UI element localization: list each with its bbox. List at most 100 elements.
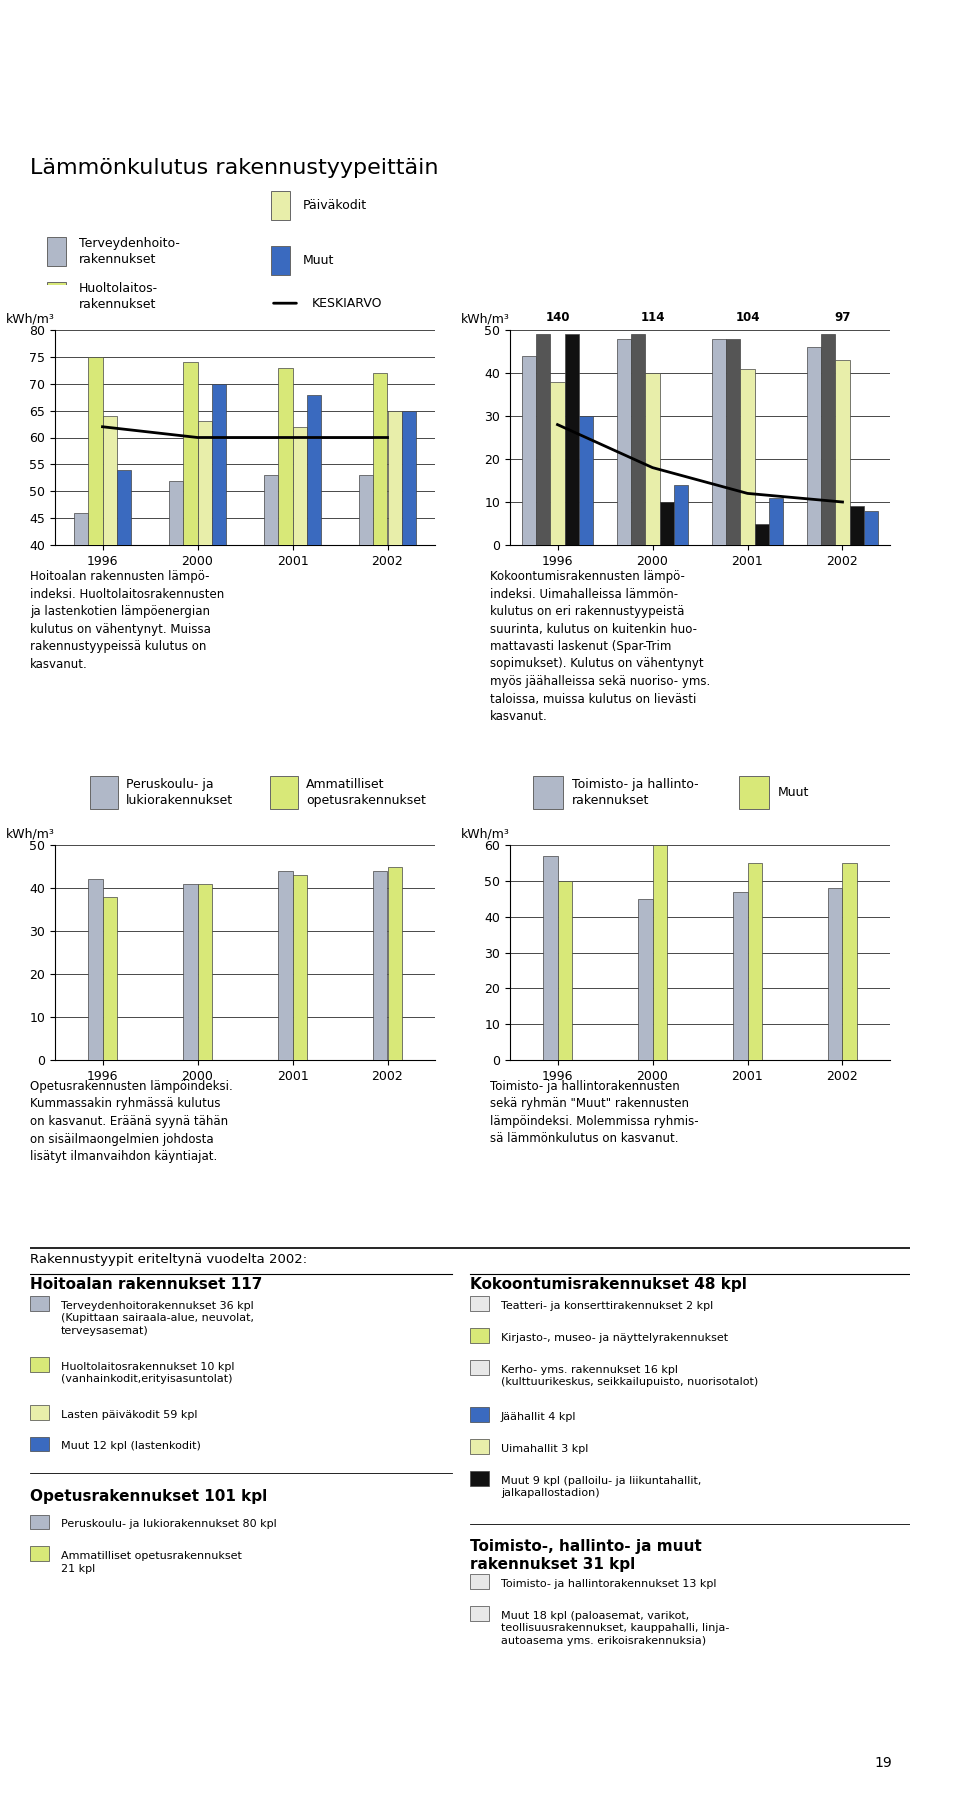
Bar <box>388 410 401 761</box>
Bar <box>850 506 864 546</box>
Bar <box>103 896 117 1061</box>
Bar <box>533 777 564 810</box>
Bar <box>470 1296 490 1312</box>
Text: Muut 9 kpl (palloilu- ja liikuntahallit,
jalkapallostadion): Muut 9 kpl (palloilu- ja liikuntahallit,… <box>501 1476 701 1498</box>
Bar <box>30 1404 49 1420</box>
Text: Muut 12 kpl (lastenkodit): Muut 12 kpl (lastenkodit) <box>60 1442 201 1451</box>
Text: Lasten päiväkodit 59 kpl: Lasten päiväkodit 59 kpl <box>60 1409 198 1420</box>
Bar <box>183 361 198 761</box>
Bar <box>270 777 298 810</box>
Bar <box>543 857 558 1061</box>
Text: 114: 114 <box>640 311 664 323</box>
Bar <box>653 846 667 1061</box>
Bar <box>470 1408 490 1422</box>
Bar <box>88 880 103 1061</box>
Text: Kerho- yms. rakennukset 16 kpl
(kulttuurikeskus, seikkailupuisto, nuorisotalot): Kerho- yms. rakennukset 16 kpl (kulttuur… <box>501 1364 758 1388</box>
Text: Kokoontumisrakennusten lämpö-
indeksi. Uimahalleissa lämmön-
kulutus on eri rake: Kokoontumisrakennusten lämpö- indeksi. U… <box>490 569 710 723</box>
Bar <box>470 1440 490 1455</box>
Text: Toimisto- ja hallintorakennukset 13 kpl: Toimisto- ja hallintorakennukset 13 kpl <box>501 1579 716 1588</box>
Text: Muut 18 kpl (paloasemat, varikot,
teollisuusrakennukset, kauppahalli, linja-
aut: Muut 18 kpl (paloasemat, varikot, teolli… <box>501 1612 730 1646</box>
Bar <box>522 356 536 546</box>
Bar <box>660 502 674 546</box>
Text: KESKIARVO: KESKIARVO <box>312 296 383 309</box>
Bar <box>470 1328 490 1343</box>
Bar <box>739 777 770 810</box>
Text: Terveydenhoito-
rakennukset: Terveydenhoito- rakennukset <box>79 237 180 266</box>
Text: Peruskoulu- ja lukiorakennukset 80 kpl: Peruskoulu- ja lukiorakennukset 80 kpl <box>60 1520 276 1529</box>
Bar <box>645 372 660 546</box>
Text: Hoitoalan rakennukset 117: Hoitoalan rakennukset 117 <box>30 1278 262 1292</box>
Text: Toimisto- ja hallintorakennusten
sekä ryhmän "Muut" rakennusten
lämpöindeksi. Mo: Toimisto- ja hallintorakennusten sekä ry… <box>490 1081 699 1146</box>
Text: Rakennustyypit eriteltynä vuodelta 2002:: Rakennustyypit eriteltynä vuodelta 2002: <box>30 1254 307 1267</box>
Bar <box>617 338 631 546</box>
Bar <box>278 871 293 1061</box>
Bar <box>828 887 843 1061</box>
Text: Päiväkodit: Päiväkodit <box>302 199 367 211</box>
Text: kWh/m³: kWh/m³ <box>6 313 55 325</box>
Bar <box>864 511 878 546</box>
Bar <box>401 410 416 761</box>
Text: Huoltolaitos-
rakennukset: Huoltolaitos- rakennukset <box>79 282 158 311</box>
Bar <box>30 1357 49 1372</box>
Bar <box>388 867 401 1061</box>
Text: Ammatilliset opetusrakennukset
21 kpl: Ammatilliset opetusrakennukset 21 kpl <box>60 1550 242 1574</box>
Bar <box>726 338 740 546</box>
Text: Hoitoalan rakennusten lämpö-
indeksi. Huoltolaitosrakennusten
ja lastenkotien lä: Hoitoalan rakennusten lämpö- indeksi. Hu… <box>30 569 225 670</box>
Text: Muut: Muut <box>779 786 809 799</box>
Text: Toimisto-, hallinto- ja muut
rakennukset 31 kpl: Toimisto-, hallinto- ja muut rakennukset… <box>470 1540 702 1572</box>
Bar <box>278 367 293 761</box>
Text: Terveydenhoitorakennukset 36 kpl
(Kupittaan sairaala-alue, neuvolat,
terveysasem: Terveydenhoitorakennukset 36 kpl (Kupitt… <box>60 1301 253 1335</box>
Text: kWh/m³: kWh/m³ <box>461 313 510 325</box>
Bar <box>769 497 783 546</box>
Bar <box>264 475 278 761</box>
Bar <box>271 192 290 220</box>
Text: Opetusrakennukset 101 kpl: Opetusrakennukset 101 kpl <box>30 1489 267 1503</box>
Bar <box>169 481 183 761</box>
Bar <box>373 871 388 1061</box>
Bar <box>183 884 198 1061</box>
Text: Toimisto- ja hallinto-
rakennukset: Toimisto- ja hallinto- rakennukset <box>572 779 698 808</box>
Bar <box>564 334 579 546</box>
Bar <box>740 369 755 546</box>
Bar <box>307 394 321 761</box>
Text: Uimahallit 3 kpl: Uimahallit 3 kpl <box>501 1444 588 1455</box>
Text: 97: 97 <box>834 311 851 323</box>
Bar <box>638 898 653 1061</box>
Bar <box>47 237 66 266</box>
Text: 140: 140 <box>545 311 569 323</box>
Bar <box>74 513 88 761</box>
Text: Lämmönkulutus rakennustyypeittäin: Lämmönkulutus rakennustyypeittäin <box>30 157 439 177</box>
Text: kWh/m³: kWh/m³ <box>461 828 510 840</box>
Bar <box>212 383 226 761</box>
Text: Kokoontumisrakennukset 48 kpl: Kokoontumisrakennukset 48 kpl <box>470 1278 747 1292</box>
Text: Ammatilliset
opetusrakennukset: Ammatilliset opetusrakennukset <box>306 779 426 808</box>
Bar <box>470 1574 490 1590</box>
Bar <box>579 416 593 546</box>
Bar <box>30 1547 49 1561</box>
Bar <box>674 484 688 546</box>
Text: kWh/m³: kWh/m³ <box>6 828 55 840</box>
Bar <box>470 1471 490 1485</box>
Bar <box>30 1437 49 1451</box>
Bar <box>550 381 564 546</box>
Bar <box>558 880 572 1061</box>
Bar <box>821 334 835 546</box>
Text: 104: 104 <box>735 311 759 323</box>
Bar <box>271 246 290 275</box>
Bar <box>293 875 307 1061</box>
Bar <box>748 864 761 1061</box>
Bar <box>88 356 103 761</box>
Bar <box>712 338 726 546</box>
Bar <box>733 891 748 1061</box>
Bar <box>835 360 850 546</box>
Text: Peruskoulu- ja
lukiorakennukset: Peruskoulu- ja lukiorakennukset <box>126 779 233 808</box>
Bar <box>843 864 856 1061</box>
Text: Opetusrakennusten lämpöindeksi.
Kummassakin ryhmässä kulutus
on kasvanut. Eräänä: Opetusrakennusten lämpöindeksi. Kummassa… <box>30 1081 232 1164</box>
Bar <box>30 1296 49 1312</box>
Bar <box>373 372 388 761</box>
Bar <box>806 347 821 546</box>
Bar <box>103 416 117 761</box>
Text: Jäähallit 4 kpl: Jäähallit 4 kpl <box>501 1413 576 1422</box>
Bar <box>470 1361 490 1375</box>
Bar <box>198 421 212 761</box>
